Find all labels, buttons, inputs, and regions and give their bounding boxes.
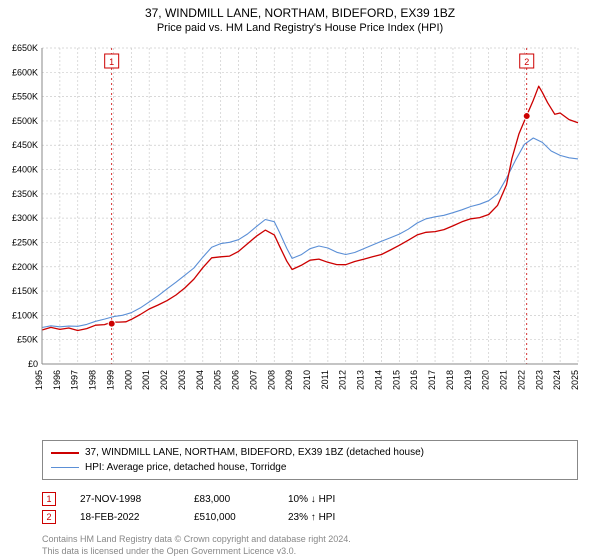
svg-text:2: 2	[524, 57, 529, 67]
svg-text:2002: 2002	[159, 370, 169, 390]
marker-number-box: 2	[42, 510, 56, 524]
svg-text:£200K: £200K	[12, 262, 38, 272]
svg-text:2022: 2022	[516, 370, 526, 390]
marker-row: 1 27-NOV-1998 £83,000 10% ↓ HPI	[42, 490, 578, 508]
legend-row: 37, WINDMILL LANE, NORTHAM, BIDEFORD, EX…	[51, 445, 569, 460]
svg-text:2009: 2009	[284, 370, 294, 390]
svg-text:2011: 2011	[320, 370, 330, 389]
svg-text:2013: 2013	[356, 370, 366, 390]
svg-text:2014: 2014	[373, 370, 383, 390]
marker-date: 27-NOV-1998	[80, 494, 170, 505]
svg-text:£550K: £550K	[12, 92, 38, 102]
svg-text:1998: 1998	[88, 370, 98, 390]
marker-number-box: 1	[42, 492, 56, 506]
chart-area: £0 £50K £100K £150K £200K £250K £300K £350K £400…	[0, 44, 600, 404]
svg-text:2025: 2025	[570, 370, 580, 390]
svg-text:1996: 1996	[52, 370, 62, 390]
below-chart-section: 37, WINDMILL LANE, NORTHAM, BIDEFORD, EX…	[42, 440, 578, 557]
attribution-text: Contains HM Land Registry data © Crown c…	[42, 534, 578, 557]
svg-text:2012: 2012	[338, 370, 348, 390]
svg-text:1997: 1997	[70, 370, 80, 390]
svg-text:2016: 2016	[409, 370, 419, 390]
svg-text:2015: 2015	[391, 370, 401, 390]
svg-text:2004: 2004	[195, 370, 205, 390]
svg-text:£650K: £650K	[12, 44, 38, 53]
marker-row: 2 18-FEB-2022 £510,000 23% ↑ HPI	[42, 508, 578, 526]
marker-hpi: 10% ↓ HPI	[288, 494, 378, 505]
svg-text:1: 1	[109, 57, 114, 67]
legend-swatch	[51, 452, 79, 454]
svg-text:£400K: £400K	[12, 165, 38, 175]
marker-price: £510,000	[194, 512, 264, 523]
svg-text:2019: 2019	[463, 370, 473, 390]
svg-text:£350K: £350K	[12, 189, 38, 199]
svg-text:2006: 2006	[231, 370, 241, 390]
svg-text:£450K: £450K	[12, 140, 38, 150]
svg-text:£250K: £250K	[12, 237, 38, 247]
svg-text:2003: 2003	[177, 370, 187, 390]
legend-box: 37, WINDMILL LANE, NORTHAM, BIDEFORD, EX…	[42, 440, 578, 480]
svg-text:2017: 2017	[427, 370, 437, 390]
svg-text:2007: 2007	[248, 370, 258, 390]
chart-container: 37, WINDMILL LANE, NORTHAM, BIDEFORD, EX…	[0, 0, 600, 560]
attribution-line: This data is licensed under the Open Gov…	[42, 546, 578, 558]
svg-text:1995: 1995	[34, 370, 44, 390]
markers-table: 1 27-NOV-1998 £83,000 10% ↓ HPI 2 18-FEB…	[42, 490, 578, 526]
svg-text:£600K: £600K	[12, 67, 38, 77]
legend-label: HPI: Average price, detached house, Torr…	[85, 460, 286, 475]
svg-text:2008: 2008	[266, 370, 276, 390]
svg-text:£500K: £500K	[12, 116, 38, 126]
svg-text:£300K: £300K	[12, 213, 38, 223]
marker-price: £83,000	[194, 494, 264, 505]
chart-title: 37, WINDMILL LANE, NORTHAM, BIDEFORD, EX…	[0, 0, 600, 20]
legend-label: 37, WINDMILL LANE, NORTHAM, BIDEFORD, EX…	[85, 445, 424, 460]
svg-text:2001: 2001	[141, 370, 151, 390]
marker-date: 18-FEB-2022	[80, 512, 170, 523]
svg-text:2010: 2010	[302, 370, 312, 390]
svg-text:2024: 2024	[552, 370, 562, 390]
svg-text:2021: 2021	[499, 370, 509, 390]
svg-text:£0: £0	[28, 359, 38, 369]
svg-text:£150K: £150K	[12, 286, 38, 296]
chart-subtitle: Price paid vs. HM Land Registry's House …	[0, 20, 600, 38]
svg-text:1999: 1999	[105, 370, 115, 390]
svg-text:£50K: £50K	[17, 335, 38, 345]
line-chart-svg: £0 £50K £100K £150K £200K £250K £300K £350K £400…	[0, 44, 600, 404]
svg-text:2005: 2005	[213, 370, 223, 390]
svg-text:2000: 2000	[123, 370, 133, 390]
marker-hpi: 23% ↑ HPI	[288, 512, 378, 523]
svg-text:2018: 2018	[445, 370, 455, 390]
svg-text:2020: 2020	[481, 370, 491, 390]
legend-row: HPI: Average price, detached house, Torr…	[51, 460, 569, 475]
attribution-line: Contains HM Land Registry data © Crown c…	[42, 534, 578, 546]
svg-text:£100K: £100K	[12, 310, 38, 320]
svg-text:2023: 2023	[534, 370, 544, 390]
legend-swatch	[51, 467, 79, 469]
